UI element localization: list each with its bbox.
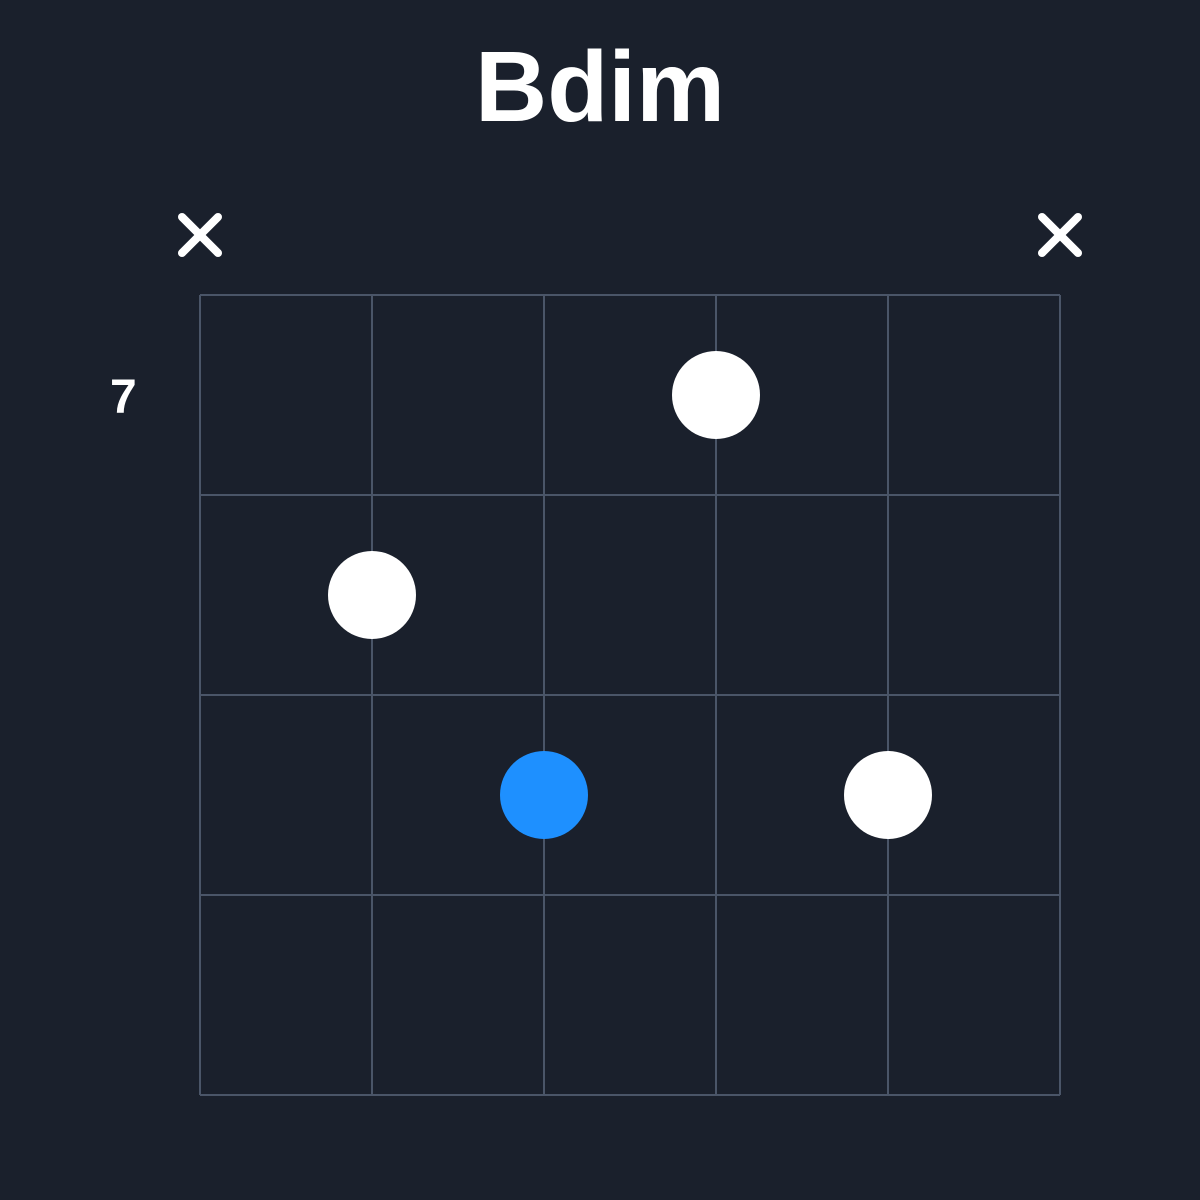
finger-dot-3 — [844, 751, 932, 839]
mute-marker-string-5 — [1042, 217, 1078, 253]
finger-dot-root — [500, 751, 588, 839]
starting-fret-label: 7 — [110, 370, 137, 425]
mute-marker-string-0 — [182, 217, 218, 253]
finger-dot-0 — [672, 351, 760, 439]
fretboard-diagram — [200, 265, 1060, 1165]
finger-dot-1 — [328, 551, 416, 639]
chord-name-title: Bdim — [0, 30, 1200, 145]
chord-diagram-container: Bdim 7 — [0, 0, 1200, 1200]
